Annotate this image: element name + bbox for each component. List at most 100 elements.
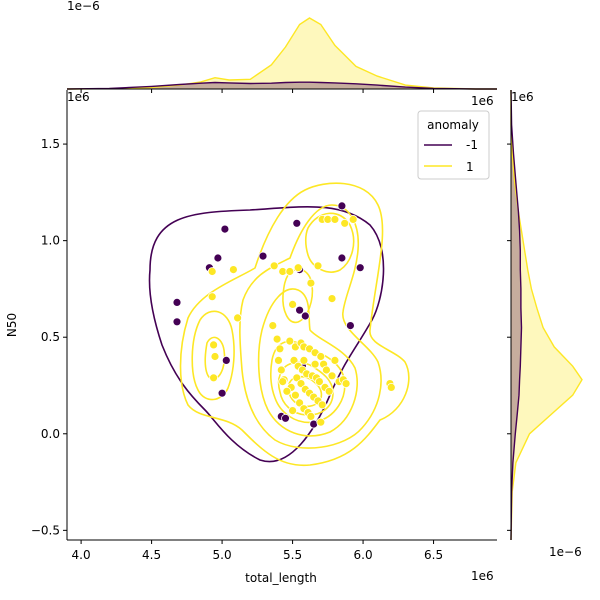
x-tick-label: 5.5 [283, 548, 302, 562]
contour-anomaly-1-3 [257, 288, 359, 437]
scatter-point-pos1 [324, 386, 334, 396]
scatter-point-pos1 [348, 214, 358, 224]
scatter-point-pos1 [317, 400, 327, 410]
scatter-point-neg1 [345, 321, 355, 331]
scatter-point-neg1 [292, 218, 302, 228]
scatter-point-pos1 [341, 379, 351, 389]
scatter-point-pos1 [275, 344, 285, 354]
scatter-point-neg1 [221, 355, 231, 365]
marginal-x-fill-1 [67, 18, 497, 89]
scatter-point-pos1 [233, 313, 243, 323]
marginal-x-scale-label: 1e−6 [67, 0, 100, 13]
contour-anomaly-neg1 [148, 205, 385, 463]
contour-anomaly-1-topright [304, 212, 355, 273]
y-axis-ticks: −0.5 0.0 0.5 1.0 1.5 [31, 137, 67, 537]
x-scale-label: 1e6 [471, 569, 494, 583]
marginal-x-line-neg1 [66, 81, 497, 90]
scatter-point-pos1 [207, 292, 217, 302]
marginal-y-line-neg1 [510, 89, 523, 541]
contour-anomaly-1-outer [179, 182, 410, 467]
scatter-point-pos1 [288, 299, 298, 309]
marginal-y-line-1 [510, 90, 583, 541]
marginal-y-fill-neg1 [511, 90, 522, 540]
scatter-point-pos1 [278, 377, 288, 387]
scatter-point-pos1 [288, 406, 298, 416]
scatter-point-pos1 [269, 261, 279, 271]
marginal-x-fill-neg1 [67, 82, 497, 89]
contour-anomaly-1-5 [277, 361, 334, 416]
marginal-y-scale-label: 1e−6 [549, 545, 582, 559]
legend-label-1: 1 [466, 160, 474, 174]
scatter-points [172, 201, 396, 429]
y-tick-label: 0.0 [41, 427, 60, 441]
scatter-point-pos1 [299, 355, 309, 365]
y-tick-label: −0.5 [31, 523, 60, 537]
scatter-point-pos1 [207, 267, 217, 276]
scatter-point-neg1 [258, 251, 268, 261]
scatter-point-pos1 [327, 371, 337, 381]
y-axis-label: N50 [5, 313, 19, 337]
scatter-point-neg1 [172, 317, 182, 327]
y-tick-label: 0.5 [41, 330, 60, 344]
scatter-point-pos1 [274, 355, 283, 365]
scatter-point-neg1 [337, 201, 347, 211]
scatter-point-pos1 [340, 218, 350, 228]
y-scale-label: 1e6 [67, 90, 90, 104]
scatter-point-pos1 [313, 261, 323, 271]
x-tick-label: 6.0 [354, 548, 373, 562]
scatter-point-pos1 [306, 278, 316, 288]
scatter-point-pos1 [306, 411, 316, 421]
x-axis-ticks: 4.0 4.5 5.0 5.5 6.0 6.5 [72, 540, 443, 562]
scatter-point-pos1 [330, 214, 340, 224]
scatter-point-pos1 [293, 263, 303, 273]
scatter-point-neg1 [337, 253, 347, 263]
scatter-point-neg1 [300, 311, 310, 321]
x-axis-label: total_length [245, 571, 317, 585]
scatter-point-pos1 [228, 265, 238, 275]
scatter-point-pos1 [316, 352, 326, 361]
scatter-point-pos1 [310, 359, 320, 369]
x-tick-label: 6.5 [424, 548, 443, 562]
legend-title: anomaly [427, 118, 479, 132]
scatter-point-pos1 [272, 334, 282, 344]
contour-anomaly-1-top-inner [282, 268, 314, 324]
scatter-point-neg1 [172, 297, 182, 307]
scatter-point-pos1 [321, 365, 331, 375]
scatter-point-pos1 [296, 379, 306, 389]
scatter-point-pos1 [327, 294, 337, 304]
scatter-point-pos1 [210, 352, 220, 361]
scatter-point-pos1 [282, 386, 292, 396]
x-tick-label: 5.0 [213, 548, 232, 562]
scatter-point-neg1 [217, 388, 227, 398]
scatter-point-neg1 [281, 413, 290, 423]
y-scale-label-right: 1e6 [471, 94, 494, 108]
scatter-point-pos1 [330, 355, 340, 365]
contour-anomaly-1-2 [239, 204, 382, 449]
scatter-point-pos1 [290, 390, 300, 400]
scatter-point-neg1 [295, 305, 305, 315]
legend: anomaly -1 1 [417, 110, 490, 180]
x-tick-label: 4.5 [142, 548, 161, 562]
kde-contours [148, 182, 410, 467]
y-tick-label: 1.5 [41, 137, 60, 151]
scatter-point-neg1 [355, 263, 365, 273]
contour-anomaly-1-left-outer [191, 310, 235, 401]
scatter-point-pos1 [276, 365, 286, 375]
legend-box [417, 110, 490, 180]
main-axes [66, 90, 497, 541]
marginal-x-kde [66, 17, 497, 93]
contour-anomaly-1-left-inner [204, 336, 226, 380]
scatter-point-pos1 [285, 336, 295, 346]
scatter-point-pos1 [386, 382, 396, 392]
marginal-y-top-scale-label: 1e6 [511, 90, 534, 104]
scatter-point-pos1 [209, 373, 219, 383]
scatter-point-pos1 [314, 377, 324, 387]
scatter-point-pos1 [209, 340, 219, 350]
legend-label-neg1: -1 [466, 138, 478, 152]
scatter-point-pos1 [285, 267, 295, 276]
marginal-y-fill-1 [511, 90, 582, 540]
scatter-point-neg1 [220, 224, 230, 234]
x-tick-label: 4.0 [72, 548, 91, 562]
scatter-point-pos1 [316, 417, 326, 427]
